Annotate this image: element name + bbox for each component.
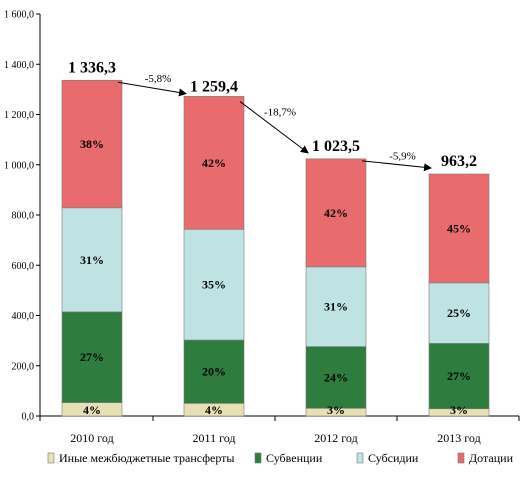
- bar-segment: [183, 228, 245, 341]
- legend-swatch: [356, 452, 364, 464]
- change-label: -18,7%: [264, 107, 296, 119]
- segment-label: 31%: [80, 253, 104, 267]
- change-label: -5,9%: [389, 150, 416, 162]
- segment-label: 4%: [205, 403, 223, 417]
- segment-label: 31%: [324, 300, 348, 314]
- bar-segment: [305, 266, 367, 347]
- bar-segment: [428, 343, 490, 410]
- bar-segment: [61, 207, 123, 313]
- total-label: 963,2: [441, 153, 477, 170]
- y-tick-label: 200,0: [12, 361, 35, 372]
- segment-label: 45%: [447, 221, 471, 235]
- bar-segment: [61, 79, 123, 209]
- segment-label: 25%: [447, 306, 471, 320]
- bar-segment: [183, 339, 245, 404]
- legend-label: Дотации: [469, 451, 514, 465]
- x-tick-label: 2011 год: [193, 431, 236, 445]
- y-tick-label: 800,0: [12, 211, 35, 222]
- legend-label: Субсидии: [368, 451, 419, 465]
- legend: Иные межбюджетные трансферты Субвенции Суб…: [47, 451, 514, 465]
- segment-label: 20%: [202, 365, 226, 379]
- segment-label: 42%: [202, 156, 226, 170]
- x-tick-label: 2012 год: [314, 431, 357, 445]
- bar-segment: [305, 346, 367, 409]
- y-tick-label: 600,0: [12, 261, 35, 272]
- segment-label: 42%: [324, 206, 348, 220]
- axes: 0,0 200,0 400,0 600,0 800,0 1 000,0 1 200,0 1 4…: [4, 10, 520, 445]
- y-tick-label: 400,0: [12, 311, 35, 322]
- bar-segment: [61, 311, 123, 403]
- total-label: 1 259,4: [190, 79, 238, 96]
- change-arrow: [361, 160, 432, 172]
- legend-swatch: [254, 452, 262, 464]
- change-arrow: [239, 101, 309, 154]
- x-tick-label: 2010 год: [70, 431, 113, 445]
- bar-segment: [305, 158, 367, 268]
- segment-label: 35%: [202, 278, 226, 292]
- segment-label: 38%: [80, 137, 104, 151]
- y-tick-label: 0,0: [22, 412, 35, 423]
- y-tick-label: 1 400,0: [4, 60, 34, 71]
- change-arrow: [117, 81, 187, 97]
- y-tick-label: 1 600,0: [4, 10, 34, 21]
- bar-segment: [183, 96, 245, 230]
- segment-label: 3%: [327, 403, 345, 417]
- bar-segment: [428, 173, 490, 284]
- bar-segment: [428, 282, 490, 344]
- x-tick-label: 2013 год: [437, 431, 480, 445]
- segment-label: 27%: [447, 369, 471, 383]
- legend-label: Иные межбюджетные трансферты: [59, 451, 234, 465]
- segment-label: 24%: [324, 370, 348, 384]
- bars: [61, 79, 490, 417]
- segment-label: 4%: [83, 403, 101, 417]
- segment-label: 3%: [450, 403, 468, 417]
- total-label: 1 023,5: [312, 138, 360, 155]
- data-labels: 4% 27% 31% 38% 1 336,3 4% 20% 35% 42% 1 259,4 3% 24…: [68, 59, 477, 417]
- legend-swatch: [47, 452, 55, 464]
- total-label: 1 336,3: [68, 59, 116, 76]
- change-label: -5,8%: [145, 73, 172, 85]
- legend-swatch: [457, 452, 465, 464]
- segment-label: 27%: [80, 350, 104, 364]
- y-tick-label: 1 200,0: [4, 110, 34, 121]
- legend-label: Субвенции: [266, 451, 323, 465]
- y-tick-label: 1 000,0: [4, 160, 34, 171]
